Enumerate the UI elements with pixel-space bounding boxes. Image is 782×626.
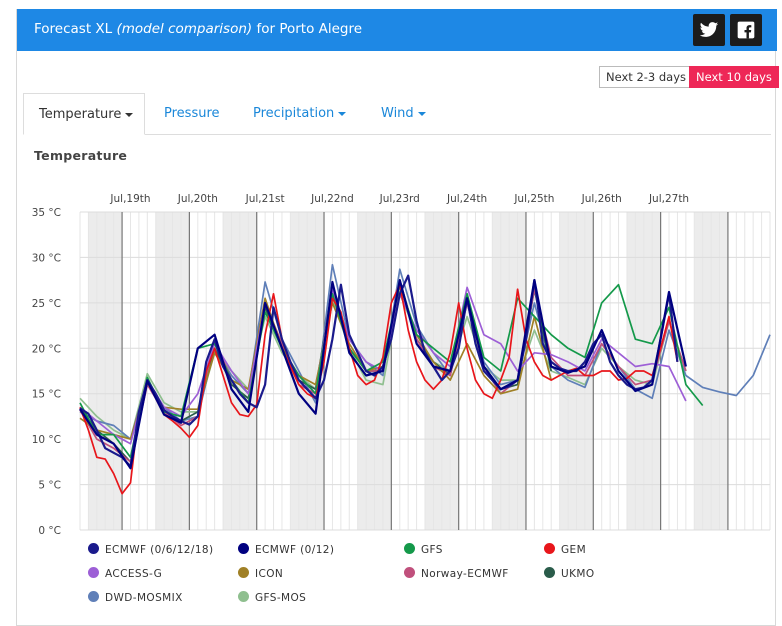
day-label: Jul,22nd xyxy=(310,193,354,205)
tab-wind-label: Wind xyxy=(381,106,414,121)
y-tick-label: 10 °C xyxy=(32,434,61,446)
next-10-days-button[interactable]: Next 10 days xyxy=(689,66,779,88)
legend-item[interactable]: GFS xyxy=(404,543,443,561)
legend-swatch xyxy=(88,591,99,602)
legend-item[interactable]: ICON xyxy=(238,567,283,585)
chevron-down-icon xyxy=(417,111,426,116)
title-model-comparison: (model comparison) xyxy=(116,21,253,37)
legend-swatch xyxy=(238,591,249,602)
legend-swatch xyxy=(544,567,555,578)
tab-pressure[interactable]: Pressure xyxy=(164,93,220,135)
day-label: Jul,20th xyxy=(177,193,218,205)
twitter-icon xyxy=(699,22,719,37)
title-prefix: Forecast XL xyxy=(34,21,117,37)
tab-temperature[interactable]: Temperature xyxy=(23,93,145,135)
y-tick-label: 25 °C xyxy=(32,298,61,310)
chart-title: Temperature xyxy=(34,148,128,163)
y-tick-label: 20 °C xyxy=(32,343,61,355)
day-label: Jul,25th xyxy=(513,193,554,205)
legend-label: UKMO xyxy=(561,568,595,580)
y-tick-label: 0 °C xyxy=(38,525,61,537)
legend-item[interactable]: ACCESS-G xyxy=(88,567,162,585)
chevron-down-icon xyxy=(125,112,134,117)
title-location: for Porto Alegre xyxy=(252,21,363,37)
legend-swatch xyxy=(544,543,555,554)
tab-precipitation-label: Precipitation xyxy=(253,106,335,121)
y-tick-label: 35 °C xyxy=(32,207,61,219)
day-label: Jul,21st xyxy=(245,193,285,205)
legend-item[interactable]: GEM xyxy=(544,543,586,561)
legend-label: ECMWF (0/12) xyxy=(255,544,335,556)
legend-item[interactable]: ECMWF (0/6/12/18) xyxy=(88,543,213,561)
tab-bar: Temperature Pressure Precipitation Wind xyxy=(23,93,771,135)
next-2-3-days-button[interactable]: Next 2-3 days xyxy=(599,66,694,88)
legend-swatch xyxy=(404,543,415,554)
legend-item[interactable]: Norway-ECMWF xyxy=(404,567,509,585)
title-bar: Forecast XL (model comparison) for Porto… xyxy=(17,9,777,51)
day-label: Jul,19th xyxy=(109,193,150,205)
legend-item[interactable]: DWD-MOSMIX xyxy=(88,591,183,609)
legend-item[interactable]: UKMO xyxy=(544,567,595,585)
legend-label: Norway-ECMWF xyxy=(421,568,509,580)
legend-label: DWD-MOSMIX xyxy=(105,592,183,604)
legend-swatch xyxy=(404,567,415,578)
tab-precipitation[interactable]: Precipitation xyxy=(253,93,347,135)
y-tick-label: 15 °C xyxy=(32,389,61,401)
tab-pressure-label: Pressure xyxy=(164,106,220,121)
legend-swatch xyxy=(238,543,249,554)
legend-swatch xyxy=(88,543,99,554)
day-label: Jul,23rd xyxy=(379,193,420,205)
day-label: Jul,27th xyxy=(648,193,689,205)
y-tick-label: 30 °C xyxy=(32,252,61,264)
chevron-down-icon xyxy=(338,111,347,116)
day-label: Jul,26th xyxy=(581,193,622,205)
chart-legend: ECMWF (0/6/12/18) ECMWF (0/12) GFS GEM ACCES… xyxy=(88,537,688,617)
legend-label: ECMWF (0/6/12/18) xyxy=(105,544,214,556)
tab-temperature-label: Temperature xyxy=(39,107,122,122)
series-line-ecmwf-0-12 xyxy=(79,279,687,470)
tab-wind[interactable]: Wind xyxy=(381,93,426,135)
legend-label: ICON xyxy=(255,568,284,580)
widget-title: Forecast XL (model comparison) for Porto… xyxy=(34,21,362,37)
day-label: Jul,24th xyxy=(446,193,487,205)
legend-swatch xyxy=(88,567,99,578)
y-tick-label: 5 °C xyxy=(38,480,61,492)
twitter-share-button[interactable] xyxy=(693,14,725,46)
legend-label: GFS xyxy=(421,544,443,556)
legend-label: GFS-MOS xyxy=(255,592,307,604)
legend-swatch xyxy=(238,567,249,578)
legend-item[interactable]: GFS-MOS xyxy=(238,591,306,609)
legend-label: GEM xyxy=(561,544,587,556)
facebook-icon xyxy=(737,21,755,39)
facebook-share-button[interactable] xyxy=(730,14,762,46)
legend-item[interactable]: ECMWF (0/12) xyxy=(238,543,334,561)
series-line-gfs-mos xyxy=(79,292,687,440)
legend-label: ACCESS-G xyxy=(105,568,163,580)
